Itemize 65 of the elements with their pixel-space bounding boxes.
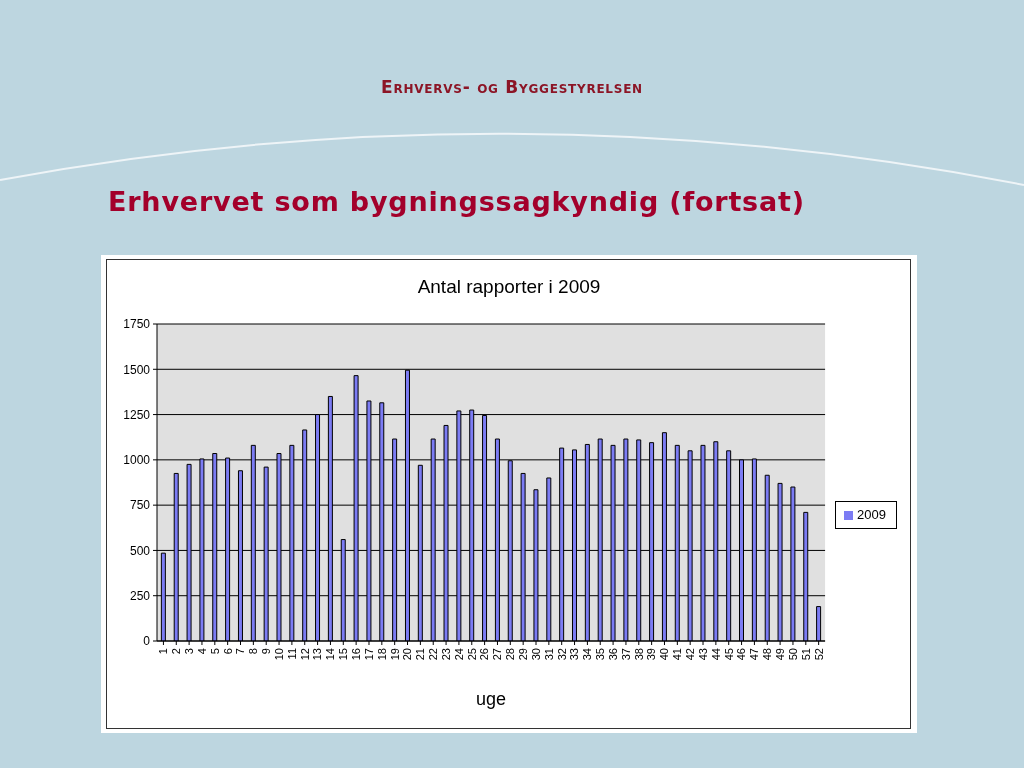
x-tick-label: 50 [786, 648, 799, 661]
x-tick-label: 5 [208, 648, 221, 655]
x-tick-label: 34 [581, 648, 594, 661]
x-tick-label: 32 [555, 648, 568, 661]
x-axis-title: uge [476, 689, 507, 709]
x-tick-label: 43 [696, 648, 709, 661]
x-tick-label: 39 [645, 648, 658, 661]
x-tick-label: 14 [324, 648, 337, 661]
x-tick-label: 45 [722, 648, 735, 661]
x-tick-label: 26 [478, 648, 491, 661]
x-tick-label: 9 [260, 648, 273, 655]
x-tick-label: 4 [195, 648, 208, 655]
x-tick-label: 37 [619, 648, 632, 661]
x-tick-label: 21 [414, 648, 427, 661]
x-tick-label: 2 [170, 648, 183, 655]
x-tick-label: 30 [529, 648, 542, 661]
x-tick-label: 3 [182, 648, 195, 655]
x-tick-label: 25 [465, 648, 478, 661]
x-tick-label: 8 [247, 648, 260, 655]
x-tick-label: 12 [298, 648, 311, 661]
x-tick-label: 17 [362, 648, 375, 661]
y-tick-label: 250 [129, 588, 151, 603]
x-tick-label: 52 [812, 648, 825, 661]
x-tick-label: 1 [157, 648, 170, 655]
y-tick-label: 1750 [123, 317, 151, 332]
x-tick-label: 29 [517, 648, 530, 661]
x-tick-label: 11 [285, 648, 298, 660]
x-tick-label: 48 [761, 648, 774, 661]
x-tick-label: 22 [427, 648, 440, 661]
x-tick-label: 28 [504, 648, 517, 661]
x-tick-label: 44 [709, 648, 722, 661]
x-tick-label: 6 [221, 648, 234, 655]
x-tick-label: 15 [337, 648, 350, 661]
x-tick-label: 49 [773, 648, 786, 661]
y-tick-label: 0 [143, 634, 151, 649]
y-tick-label: 750 [129, 498, 151, 513]
x-tick-label: 33 [568, 648, 581, 661]
x-tick-label: 40 [658, 648, 671, 661]
x-tick-label: 10 [272, 648, 285, 661]
x-tick-label: 41 [671, 648, 684, 661]
x-tick-label: 35 [594, 648, 607, 661]
x-tick-label: 7 [234, 648, 247, 655]
y-tick-label: 1500 [123, 362, 151, 377]
chart-title: Erhvervet som bygningssagkyndig (fortsat) [108, 186, 805, 217]
chart-subtitle: Antal rapporter i 2009 [416, 276, 602, 298]
x-tick-label: 38 [632, 648, 645, 661]
x-tick-label: 47 [748, 648, 761, 661]
x-tick-label: 24 [452, 648, 465, 661]
x-tick-label: 18 [375, 648, 388, 661]
x-tick-label: 27 [491, 648, 504, 661]
y-tick-label: 1250 [123, 407, 151, 422]
y-tick-label: 1000 [123, 453, 151, 468]
x-tick-label: 19 [388, 648, 401, 661]
x-tick-label: 42 [684, 648, 697, 661]
x-tick-label: 46 [735, 648, 748, 661]
x-tick-label: 36 [606, 648, 619, 661]
x-tick-label: 20 [401, 648, 414, 661]
x-tick-label: 51 [799, 648, 812, 661]
legend-label: 2009 [857, 507, 886, 522]
text: Erhvervs- og Byggestyrelsen [380, 77, 644, 97]
x-tick-label: 31 [542, 648, 555, 661]
x-tick-label: 13 [311, 648, 324, 661]
x-tick-label: 23 [439, 648, 452, 661]
x-tick-label: 16 [349, 648, 362, 661]
y-tick-label: 500 [129, 543, 151, 558]
